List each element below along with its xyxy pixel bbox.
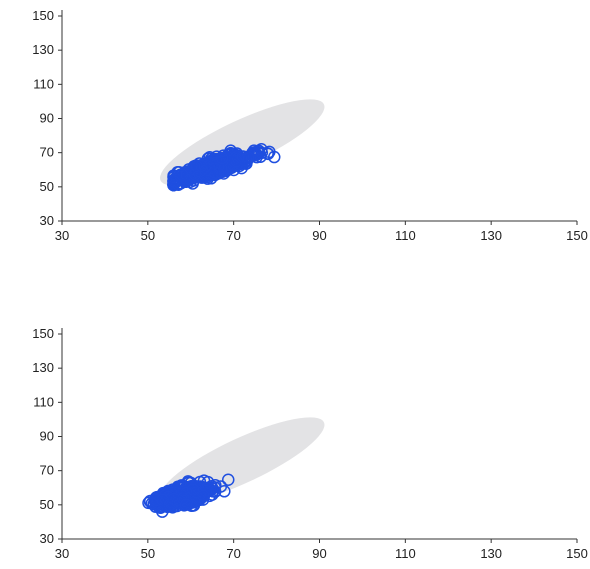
bottom-chart-y-tick-label: 110: [33, 394, 54, 409]
top-chart-points: [167, 143, 281, 192]
bottom-chart-data-point: [218, 485, 231, 498]
top-chart-y-tick-label: 130: [32, 42, 54, 57]
top-chart-data-point: [255, 143, 268, 156]
top-chart-x-tick-label: 50: [141, 228, 155, 243]
bottom-chart-x-tick-label: 70: [226, 546, 240, 561]
bottom-chart-x-tick-label: 90: [312, 546, 326, 561]
scatter-plot-bottom: 30 50 70 90 110 130 150 30 50 70 90 110 130 150: [32, 326, 588, 561]
bottom-chart-x-tick-label: 150: [566, 546, 588, 561]
bottom-chart-x-tick-label: 30: [55, 546, 69, 561]
bottom-chart-data-point: [208, 485, 222, 498]
bottom-chart-data-point: [197, 489, 210, 503]
bottom-chart-x-tick-label: 110: [395, 546, 416, 561]
top-chart-data-point: [184, 173, 197, 186]
bottom-chart-data-point: [186, 483, 200, 496]
top-chart-data-point: [236, 150, 250, 163]
top-chart-x-tick-label: 110: [395, 228, 416, 243]
bottom-chart-points: [142, 473, 235, 518]
bottom-chart-x-tick-label: 130: [480, 546, 502, 561]
top-chart-data-point: [208, 166, 221, 179]
top-chart-data-point: [261, 147, 275, 161]
top-chart-x-tick-label: 70: [226, 228, 240, 243]
bottom-chart-y-tick-label: 30: [40, 531, 54, 546]
top-chart-data-point: [195, 159, 208, 172]
bottom-chart-data-point: [156, 493, 169, 506]
bottom-chart-data-point: [206, 488, 219, 501]
bottom-chart-y-tick-label: 70: [40, 463, 54, 478]
top-chart-y-tick-label: 70: [40, 145, 54, 160]
top-chart-x-tick-label: 130: [480, 228, 502, 243]
bottom-chart-y-tick-label: 90: [40, 429, 54, 444]
bottom-chart-data-point: [171, 496, 184, 509]
top-chart-y-tick-label: 110: [33, 76, 54, 91]
top-chart-x-tick-label: 90: [312, 228, 326, 243]
bottom-chart-y-tick-label: 50: [40, 497, 54, 512]
top-chart-data-point: [215, 151, 229, 165]
bottom-chart-y-tick-label: 130: [32, 360, 54, 375]
top-chart-data-point: [206, 167, 219, 181]
scatter-plot-top: 30 50 70 90 110 130 150 30 50 70 90 110 130 150: [32, 8, 588, 243]
bottom-chart-data-point: [190, 486, 203, 499]
top-chart-data-point: [241, 151, 255, 164]
bottom-chart-data-point: [221, 473, 235, 487]
top-chart-data-point: [167, 175, 180, 188]
bottom-chart-data-point: [179, 498, 193, 511]
top-chart-x-tick-label: 30: [55, 228, 69, 243]
top-chart-x-tick-label: 150: [566, 228, 588, 243]
top-chart-y-tick-label: 90: [40, 111, 54, 126]
bottom-chart-x-tick-label: 50: [141, 546, 155, 561]
top-chart-y-tick-label: 30: [40, 213, 54, 228]
top-chart-y-tick-label: 50: [40, 179, 54, 194]
bottom-chart-y-tick-label: 150: [32, 326, 54, 341]
bottom-chart-data-point: [150, 493, 163, 507]
top-chart-y-tick-label: 150: [32, 8, 54, 23]
top-chart-data-point: [230, 154, 243, 168]
